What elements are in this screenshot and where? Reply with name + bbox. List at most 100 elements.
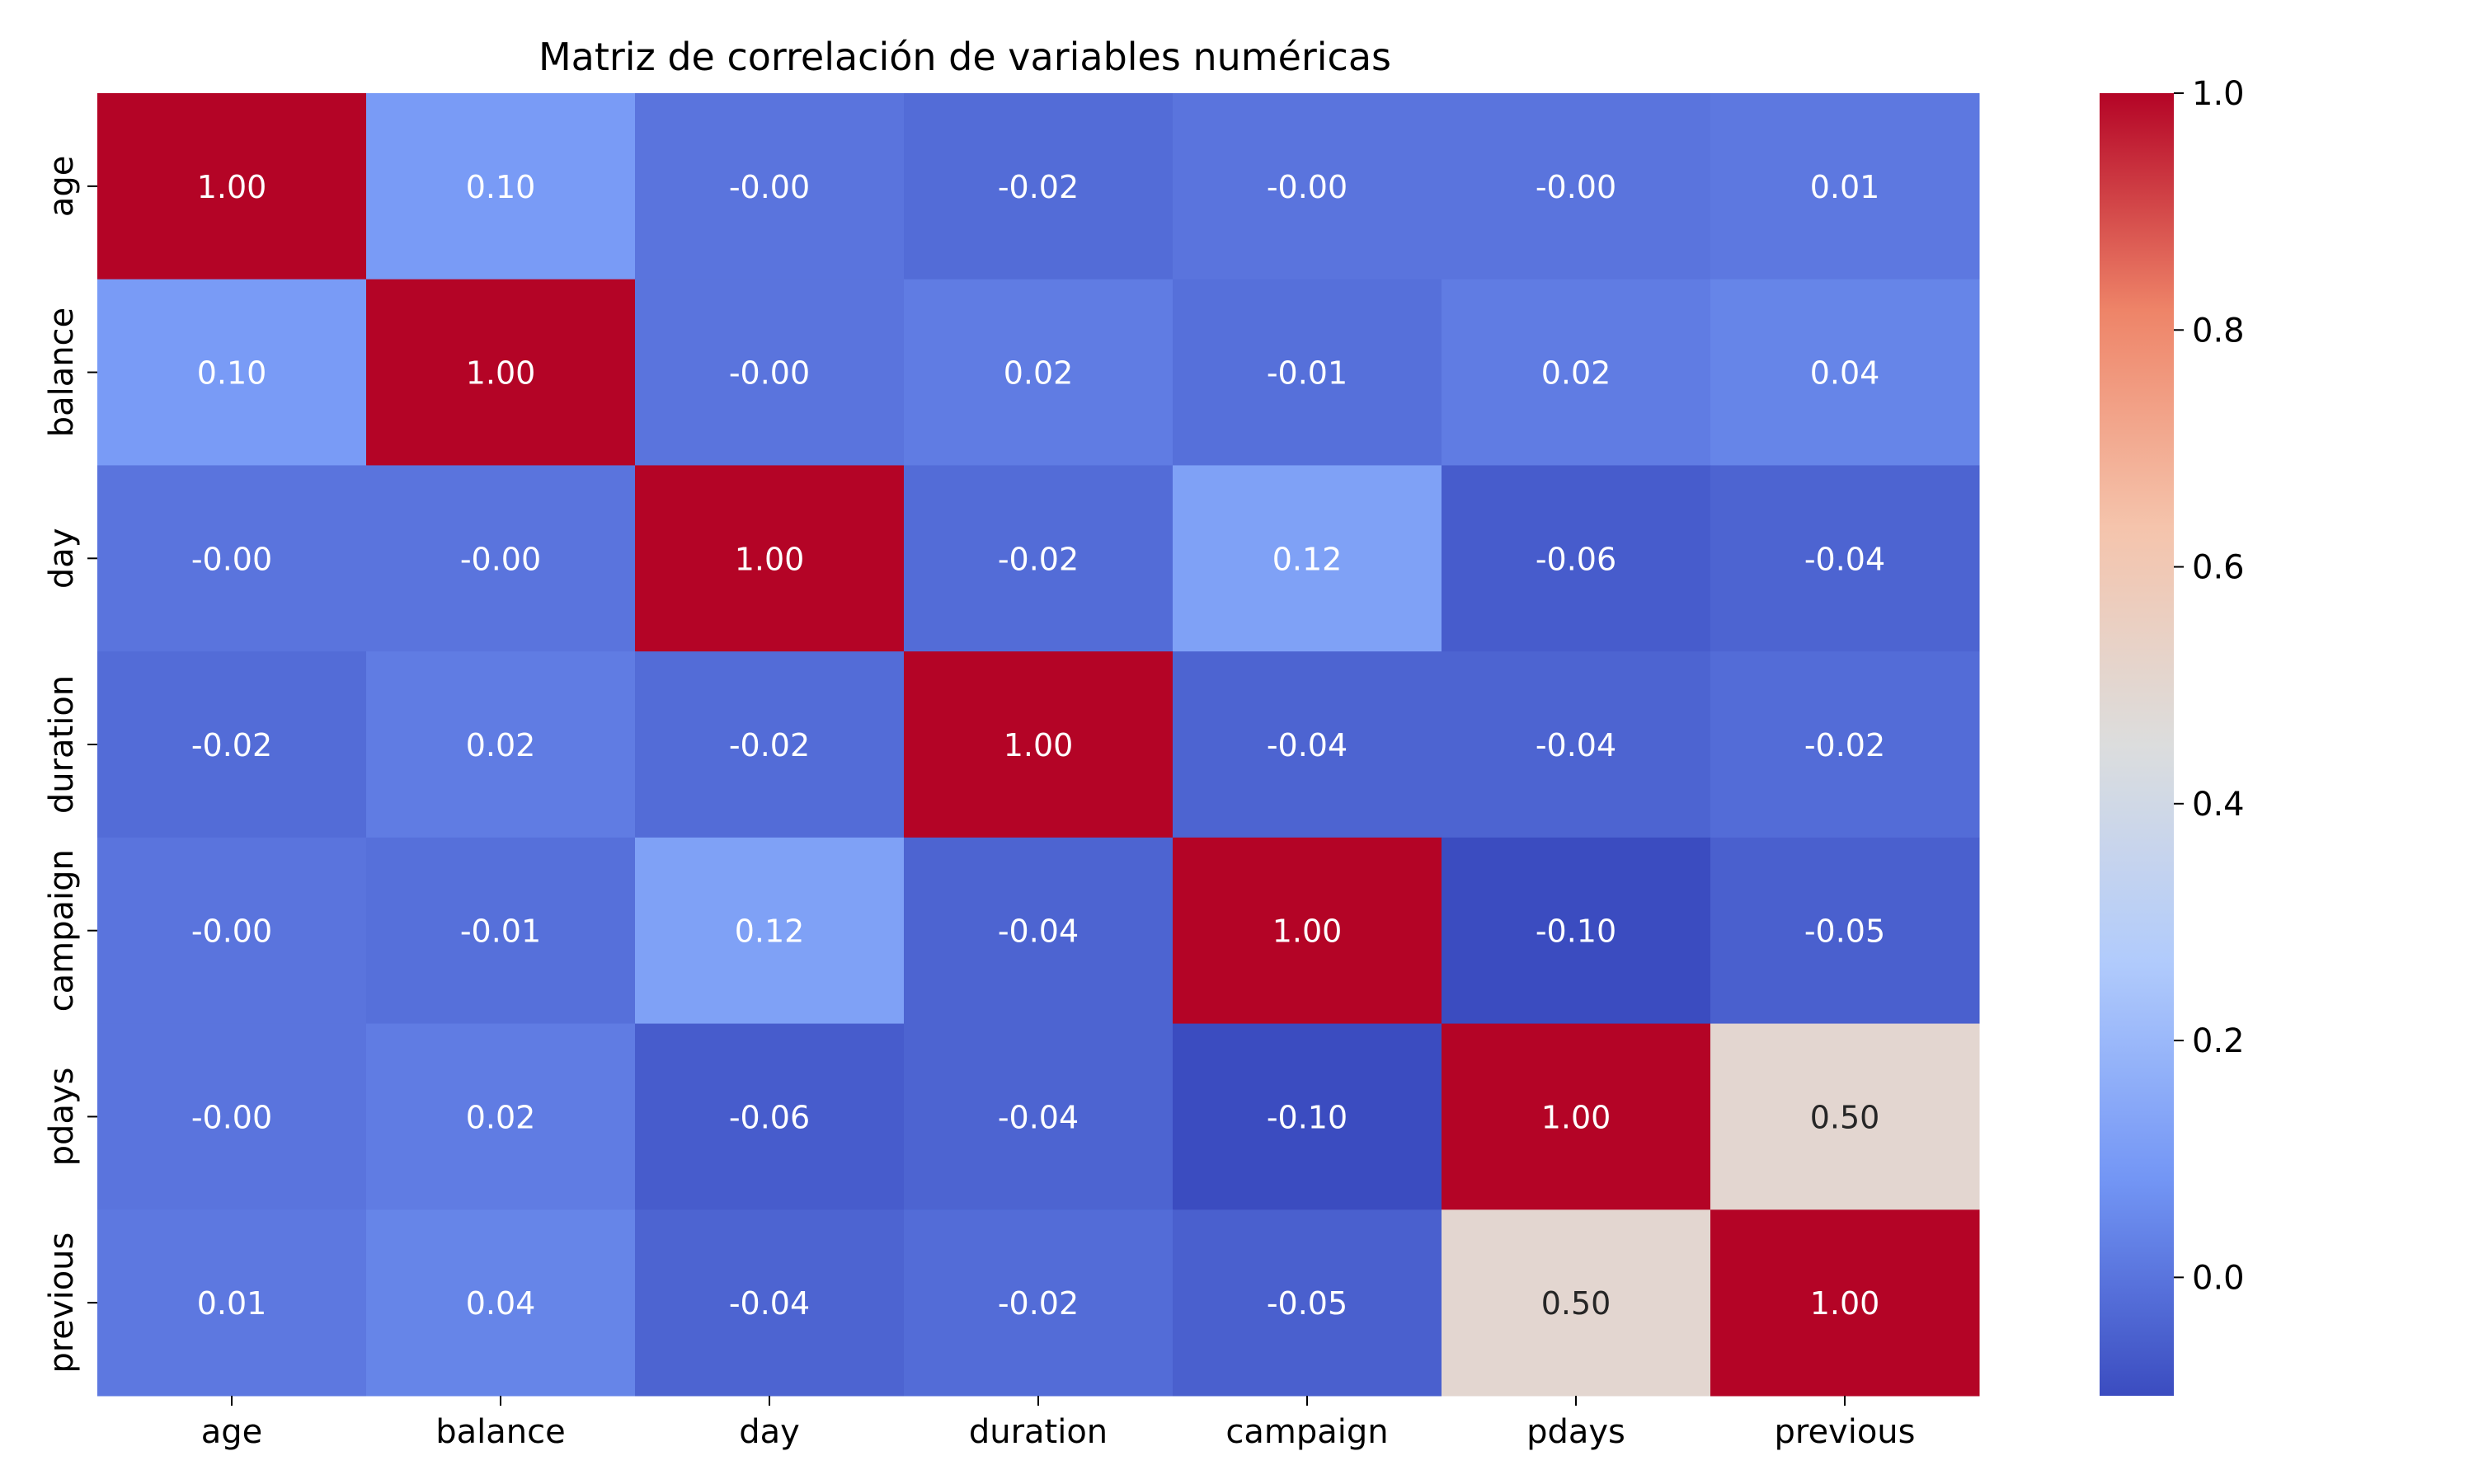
cell-value-label: -0.02 bbox=[1804, 727, 1885, 763]
cell-value-label: -0.02 bbox=[998, 541, 1079, 577]
chart-title: Matriz de correlación de variables numér… bbox=[539, 35, 1391, 79]
heatmap-cell bbox=[904, 279, 1174, 466]
cell-value-label: 1.00 bbox=[197, 169, 267, 205]
cell-value-label: -0.02 bbox=[998, 169, 1079, 205]
cell-value-label: -0.00 bbox=[1536, 169, 1616, 205]
heatmap-cell bbox=[904, 651, 1174, 838]
cell-value-label: -0.00 bbox=[191, 1099, 272, 1135]
heatmap-cell bbox=[1710, 1209, 1980, 1397]
cell-value-label: 0.10 bbox=[466, 169, 536, 205]
cell-value-label: 0.12 bbox=[1272, 541, 1343, 577]
heatmap-cell bbox=[1710, 1023, 1980, 1210]
cell-value-label: 0.12 bbox=[735, 913, 805, 950]
cell-value-label: 0.02 bbox=[466, 1099, 536, 1135]
cell-value-label: -0.04 bbox=[998, 1099, 1079, 1135]
cell-value-label: -0.05 bbox=[1804, 913, 1885, 950]
heatmap-cell bbox=[1710, 837, 1980, 1025]
cell-value-label: 0.50 bbox=[1810, 1099, 1880, 1135]
cell-value-label: -0.02 bbox=[191, 727, 272, 763]
heatmap-cell bbox=[635, 1209, 905, 1397]
cell-value-label: -0.02 bbox=[998, 1285, 1079, 1322]
heatmap-cell bbox=[97, 651, 367, 838]
colorbar-tick-label: 0.8 bbox=[2192, 312, 2245, 350]
colorbar-gradient bbox=[2100, 93, 2174, 1396]
heatmap-cell bbox=[366, 651, 636, 838]
cell-value-label: -0.04 bbox=[1536, 727, 1616, 763]
y-tick-label: campaign bbox=[43, 849, 81, 1012]
x-tick-label: day bbox=[739, 1413, 800, 1451]
heatmap-cell bbox=[904, 1209, 1174, 1397]
heatmap-cell bbox=[97, 93, 367, 280]
y-tick-label: age bbox=[43, 156, 81, 218]
heatmap-cell bbox=[635, 465, 905, 652]
cell-value-label: -0.04 bbox=[998, 913, 1079, 950]
cell-value-label: 1.00 bbox=[466, 355, 536, 392]
cell-value-label: -0.00 bbox=[1267, 169, 1348, 205]
heatmap-cell bbox=[366, 1023, 636, 1210]
heatmap-cell bbox=[1173, 651, 1442, 838]
cell-value-label: -0.00 bbox=[729, 355, 810, 392]
heatmap-cell bbox=[97, 837, 367, 1025]
x-axis: age balance day duration campaign pdays previo… bbox=[201, 1396, 1916, 1451]
heatmap-cell bbox=[904, 465, 1174, 652]
cell-value-label: 0.02 bbox=[1541, 355, 1611, 392]
cell-value-label: 1.00 bbox=[1541, 1099, 1611, 1135]
cell-value-label: 0.01 bbox=[1810, 169, 1880, 205]
colorbar: 0.0 0.2 0.4 0.6 0.8 1.0 bbox=[2100, 75, 2245, 1396]
colorbar-tick-label: 0.4 bbox=[2192, 786, 2245, 824]
heatmap-cell bbox=[366, 1209, 636, 1397]
heatmap-cell bbox=[635, 93, 905, 280]
heatmap-cell bbox=[366, 837, 636, 1025]
cell-value-label: -0.06 bbox=[729, 1099, 810, 1135]
heatmap-cell bbox=[1442, 651, 1711, 838]
cell-value-label: 0.02 bbox=[1004, 355, 1074, 392]
heatmap-cell bbox=[1710, 93, 1980, 280]
cell-value-label: -0.01 bbox=[460, 913, 541, 950]
heatmap-cell bbox=[97, 465, 367, 652]
y-tick-label: duration bbox=[43, 675, 81, 814]
heatmap-cell bbox=[635, 837, 905, 1025]
cell-value-label: 0.10 bbox=[197, 355, 267, 392]
x-tick-label: pdays bbox=[1526, 1413, 1625, 1451]
heatmap-cell bbox=[1173, 465, 1442, 652]
heatmap-cell bbox=[366, 279, 636, 466]
heatmap-cell bbox=[1710, 465, 1980, 652]
cell-value-label: 1.00 bbox=[1004, 727, 1074, 763]
heatmap-cell bbox=[1442, 279, 1711, 466]
y-tick-label: day bbox=[43, 528, 81, 589]
heatmap-cell bbox=[1442, 1209, 1711, 1397]
cell-value-label: 0.50 bbox=[1541, 1285, 1611, 1322]
x-tick-label: campaign bbox=[1225, 1413, 1388, 1451]
heatmap-cell bbox=[1442, 465, 1711, 652]
heatmap-cell bbox=[635, 1023, 905, 1210]
cell-value-label: -0.04 bbox=[1267, 727, 1348, 763]
colorbar-tick-label: 0.0 bbox=[2192, 1259, 2245, 1297]
y-axis: age balance day duration campaign pdays previo… bbox=[43, 156, 97, 1374]
cell-value-label: -0.02 bbox=[729, 727, 810, 763]
cell-value-label: -0.00 bbox=[729, 169, 810, 205]
heatmap-cell bbox=[1442, 93, 1711, 280]
x-tick-label: duration bbox=[969, 1413, 1108, 1451]
heatmap-cells: 1.00 0.10 -0.00 -0.02 -0.00 -0.00 0.01 0.10 1.00… bbox=[97, 93, 1980, 1397]
heatmap-cell bbox=[904, 1023, 1174, 1210]
heatmap-cell bbox=[97, 279, 367, 466]
heatmap-cell bbox=[904, 93, 1174, 280]
cell-value-label: 1.00 bbox=[735, 541, 805, 577]
heatmap-cell bbox=[1173, 837, 1442, 1025]
heatmap-cell bbox=[97, 1209, 367, 1397]
x-tick-label: previous bbox=[1774, 1413, 1915, 1451]
cell-value-label: -0.10 bbox=[1536, 913, 1616, 950]
y-tick-label: previous bbox=[43, 1233, 81, 1374]
cell-value-label: 1.00 bbox=[1810, 1285, 1880, 1322]
cell-value-label: -0.06 bbox=[1536, 541, 1616, 577]
colorbar-tick-label: 0.6 bbox=[2192, 549, 2245, 587]
x-tick-label: balance bbox=[435, 1413, 565, 1451]
cell-value-label: -0.01 bbox=[1267, 355, 1348, 392]
heatmap-cell bbox=[1710, 279, 1980, 466]
cell-value-label: 0.04 bbox=[1810, 355, 1880, 392]
heatmap-cell bbox=[1442, 1023, 1711, 1210]
cell-value-label: 0.01 bbox=[197, 1285, 267, 1322]
cell-value-label: 0.02 bbox=[466, 727, 536, 763]
heatmap-cell bbox=[1173, 279, 1442, 466]
